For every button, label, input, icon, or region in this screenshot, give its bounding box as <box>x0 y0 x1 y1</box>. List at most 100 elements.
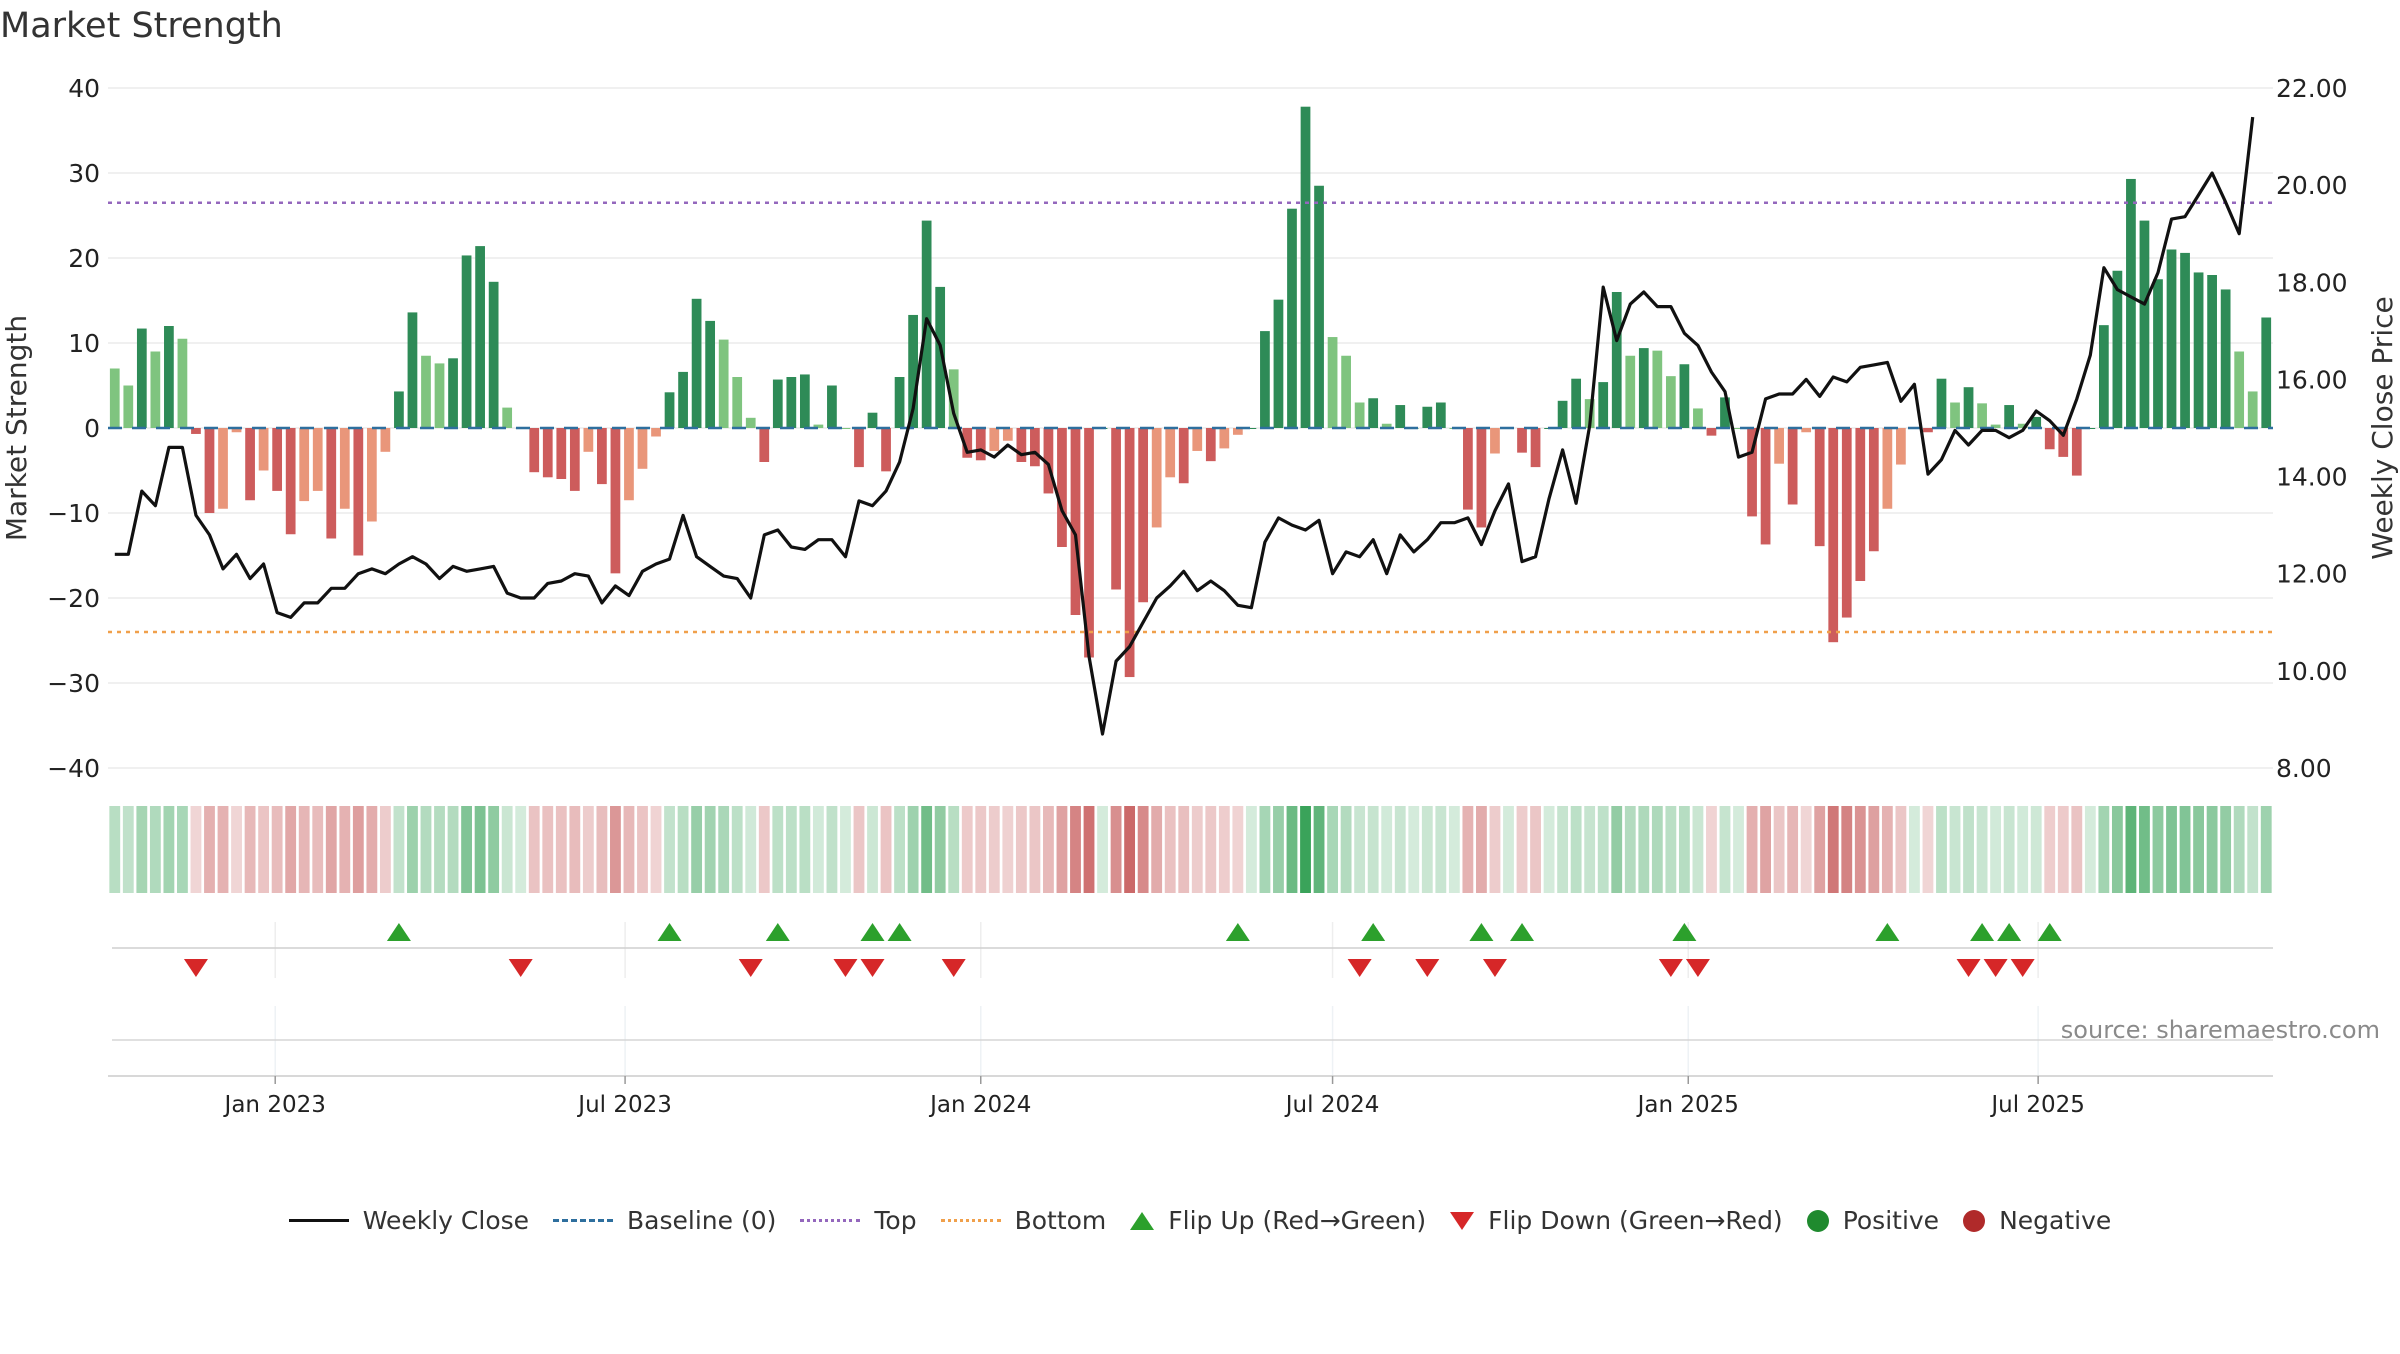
flip-down-marker <box>738 959 763 977</box>
strip-cell <box>1205 806 1217 893</box>
strip-cell <box>528 806 540 893</box>
strip-cell <box>1327 806 1338 893</box>
weekly-close-line-layer <box>114 116 2255 736</box>
strength-bar <box>1530 428 1541 468</box>
strength-bar <box>299 428 310 502</box>
strip-cell <box>867 806 878 893</box>
strip-cell <box>758 806 770 893</box>
strip-cell <box>2044 806 2056 893</box>
strip-cell <box>1259 806 1271 893</box>
strip-cell <box>948 806 960 893</box>
strip-cell <box>217 806 229 893</box>
strip-cell <box>1029 806 1041 893</box>
strip-cell <box>1232 806 1244 893</box>
strength-bar <box>840 428 851 429</box>
strength-bar <box>1124 428 1135 678</box>
strength-bar <box>705 320 716 428</box>
strength-bar <box>407 312 418 428</box>
flip-up-marker <box>1361 923 1386 941</box>
flip-up-marker <box>1997 923 2022 941</box>
strength-bar <box>542 428 553 478</box>
strength-bar <box>1882 428 1893 509</box>
right-tick-label: 22.00 <box>2276 74 2348 103</box>
x-tick-label: Jan 2024 <box>928 1092 1031 1118</box>
strip-cell <box>1557 806 1569 893</box>
strength-bar <box>813 424 824 428</box>
strip-cell <box>880 806 892 893</box>
strength-bar <box>867 412 878 428</box>
strength-bar <box>732 377 743 428</box>
strength-bar <box>610 428 621 574</box>
strength-bar <box>136 328 147 428</box>
strength-bar <box>1990 424 2001 428</box>
legend-label: Bottom <box>1014 1206 1107 1235</box>
strip-cell <box>2179 806 2191 893</box>
strength-bar <box>1368 398 1379 428</box>
flip-down-marker <box>1956 959 1981 977</box>
right-tick-label: 16.00 <box>2276 365 2348 394</box>
legend-positive: Positive <box>1806 1206 1939 1235</box>
strength-bar <box>2166 249 2177 428</box>
strip-cell <box>1530 806 1541 893</box>
strip-cell <box>366 806 378 893</box>
strength-bar <box>1868 428 1879 552</box>
strip-cell <box>1476 806 1487 893</box>
flip-up-marker <box>1970 923 1995 941</box>
strength-bar <box>1760 428 1771 545</box>
strength-bar <box>1652 350 1663 428</box>
strength-bar <box>651 428 661 437</box>
strength-bar <box>339 428 350 509</box>
flip-down-marker <box>941 959 966 977</box>
legend-negative: Negative <box>1963 1206 2111 1235</box>
strength-bar <box>1232 428 1243 435</box>
strip-cell <box>623 806 635 893</box>
strip-cell <box>1448 806 1460 893</box>
strength-bar <box>975 428 986 461</box>
flip-up-marker <box>1469 923 1494 941</box>
strength-bar <box>2139 220 2150 428</box>
strength-bar <box>1611 292 1622 428</box>
strength-bar <box>881 428 891 472</box>
legend-label: Flip Up (Red→Green) <box>1168 1206 1427 1235</box>
strength-bar <box>583 428 594 452</box>
strip-cell <box>1692 806 1704 893</box>
strength-bar <box>962 428 973 458</box>
strip-cell <box>1097 806 1108 893</box>
strip-cell <box>2139 806 2150 893</box>
strength-bar <box>935 286 946 428</box>
strength-bar <box>1057 428 1067 547</box>
strength-bar <box>2261 317 2272 428</box>
strength-bar <box>569 428 580 491</box>
strip-cell <box>1462 806 1474 893</box>
strip-cell <box>1151 806 1163 893</box>
strength-bar <box>1435 402 1446 428</box>
strip-cell <box>1543 806 1555 893</box>
dotted-line-swatch-icon <box>940 1219 1001 1222</box>
strip-cell <box>921 806 933 893</box>
strength-bar <box>2234 351 2245 428</box>
flip-down-marker <box>860 959 885 977</box>
strength-bar <box>948 369 959 428</box>
strength-bar <box>1598 382 1609 428</box>
strength-bar <box>312 428 323 491</box>
strength-bar <box>380 428 391 452</box>
strip-cell <box>840 806 851 893</box>
strength-bar <box>1260 331 1270 428</box>
reference-lines <box>108 201 2273 634</box>
legend-label: Baseline (0) <box>627 1206 777 1235</box>
strength-bar <box>204 428 215 513</box>
strip-cell <box>244 806 256 893</box>
strip-cell <box>1909 806 1920 893</box>
strength-bar <box>691 298 702 428</box>
strip-cell <box>975 806 987 893</box>
flip-down-marker <box>1415 959 1440 977</box>
strip-cell <box>1164 806 1176 893</box>
strip-cell <box>1218 806 1230 893</box>
strip-cell <box>785 806 797 893</box>
strip-cell <box>1624 806 1636 893</box>
flip-up-marker <box>765 923 790 941</box>
strength-bar <box>123 385 134 428</box>
legend-label: Weekly Close <box>362 1206 530 1235</box>
strength-bar <box>1720 397 1730 428</box>
strength-bar <box>2098 325 2109 428</box>
